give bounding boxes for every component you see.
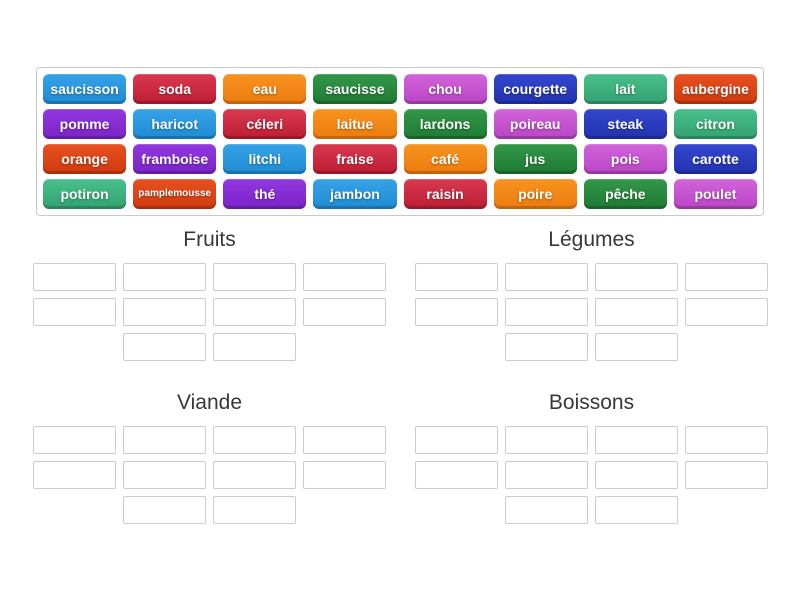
word-tile[interactable]: fraise [313, 144, 397, 174]
slot-row [33, 426, 386, 454]
drop-slot[interactable] [33, 461, 116, 489]
word-tile[interactable]: soda [133, 74, 217, 104]
drop-slot[interactable] [213, 461, 296, 489]
drop-slot[interactable] [415, 263, 498, 291]
word-tile[interactable]: citron [673, 109, 757, 139]
word-tile[interactable]: framboise [133, 144, 217, 174]
drop-slot[interactable] [213, 426, 296, 454]
word-tile[interactable]: poireau [493, 109, 577, 139]
drop-slot[interactable] [505, 426, 588, 454]
slot-row [415, 461, 768, 489]
word-tile[interactable]: carotte [673, 144, 757, 174]
drop-slot[interactable] [303, 461, 386, 489]
drop-slot[interactable] [303, 298, 386, 326]
group-title-viande: Viande [176, 391, 242, 414]
drop-slot[interactable] [213, 298, 296, 326]
word-tile[interactable]: jus [493, 144, 577, 174]
word-tile[interactable]: chou [403, 74, 487, 104]
word-tile[interactable]: litchi [223, 144, 307, 174]
word-tile[interactable]: raisin [403, 179, 487, 209]
slot-row [415, 333, 768, 361]
group-title-legumes: Légumes [548, 228, 635, 251]
drop-slot[interactable] [33, 263, 116, 291]
word-tile[interactable]: poulet [673, 179, 757, 209]
word-tile[interactable]: pêche [583, 179, 667, 209]
drop-slot[interactable] [415, 426, 498, 454]
group-viande: Viande [33, 389, 386, 531]
drop-slot[interactable] [213, 333, 296, 361]
slot-row [33, 263, 386, 291]
word-tile[interactable]: pois [583, 144, 667, 174]
drop-slot[interactable] [505, 461, 588, 489]
drop-slot[interactable] [123, 333, 206, 361]
group-legumes: Légumes [415, 226, 768, 368]
group-boissons: Boissons [415, 389, 768, 531]
drop-slot[interactable] [505, 333, 588, 361]
drop-slot[interactable] [213, 263, 296, 291]
drop-slot[interactable] [213, 496, 296, 524]
drop-slot[interactable] [415, 461, 498, 489]
drop-slot[interactable] [595, 263, 678, 291]
word-tile[interactable]: eau [223, 74, 307, 104]
group-slots-boissons [415, 426, 768, 524]
word-tile[interactable]: café [403, 144, 487, 174]
drop-slot[interactable] [33, 298, 116, 326]
word-tile[interactable]: céleri [223, 109, 307, 139]
group-fruits: Fruits [33, 226, 386, 368]
word-tile[interactable]: saucisse [313, 74, 397, 104]
drop-slot[interactable] [685, 426, 768, 454]
drop-slot[interactable] [123, 461, 206, 489]
word-tile[interactable]: lardons [403, 109, 487, 139]
group-title-fruits: Fruits [183, 228, 236, 251]
word-tile[interactable]: pomme [43, 109, 127, 139]
word-tile[interactable]: pamplemousse [133, 179, 217, 209]
drop-slot[interactable] [33, 426, 116, 454]
drop-slot[interactable] [685, 298, 768, 326]
drop-slot[interactable] [505, 496, 588, 524]
groups-area: Fruits Légumes Viande Boissons [33, 226, 768, 531]
drop-slot[interactable] [595, 333, 678, 361]
drop-slot[interactable] [685, 263, 768, 291]
slot-row [415, 496, 768, 524]
word-tile[interactable]: aubergine [673, 74, 757, 104]
group-slots-legumes [415, 263, 768, 361]
group-slots-fruits [33, 263, 386, 361]
word-tile[interactable]: saucisson [43, 74, 127, 104]
word-tile[interactable]: laitue [313, 109, 397, 139]
drop-slot[interactable] [123, 426, 206, 454]
drop-slot[interactable] [123, 496, 206, 524]
slot-row [33, 461, 386, 489]
drop-slot[interactable] [685, 461, 768, 489]
word-tile[interactable]: steak [583, 109, 667, 139]
slot-row [33, 298, 386, 326]
drop-slot[interactable] [123, 263, 206, 291]
drop-slot[interactable] [303, 263, 386, 291]
drop-slot[interactable] [415, 298, 498, 326]
word-tile[interactable]: jambon [313, 179, 397, 209]
drop-slot[interactable] [505, 263, 588, 291]
drop-slot[interactable] [595, 426, 678, 454]
word-tile[interactable]: haricot [133, 109, 217, 139]
group-title-boissons: Boissons [548, 391, 635, 414]
word-tile[interactable]: thé [223, 179, 307, 209]
word-tile[interactable]: lait [583, 74, 667, 104]
slot-row [33, 333, 386, 361]
drop-slot[interactable] [123, 298, 206, 326]
word-tile[interactable]: poire [493, 179, 577, 209]
drop-slot[interactable] [505, 298, 588, 326]
drop-slot[interactable] [595, 298, 678, 326]
slot-row [415, 426, 768, 454]
slot-row [415, 298, 768, 326]
slot-row [415, 263, 768, 291]
word-bank: saucisson soda eau saucisse chou courgette lai… [36, 67, 764, 216]
drop-slot[interactable] [595, 496, 678, 524]
word-tile[interactable]: orange [43, 144, 127, 174]
word-tile[interactable]: courgette [493, 74, 577, 104]
drop-slot[interactable] [595, 461, 678, 489]
group-slots-viande [33, 426, 386, 524]
word-tile[interactable]: potiron [43, 179, 127, 209]
slot-row [33, 496, 386, 524]
drop-slot[interactable] [303, 426, 386, 454]
